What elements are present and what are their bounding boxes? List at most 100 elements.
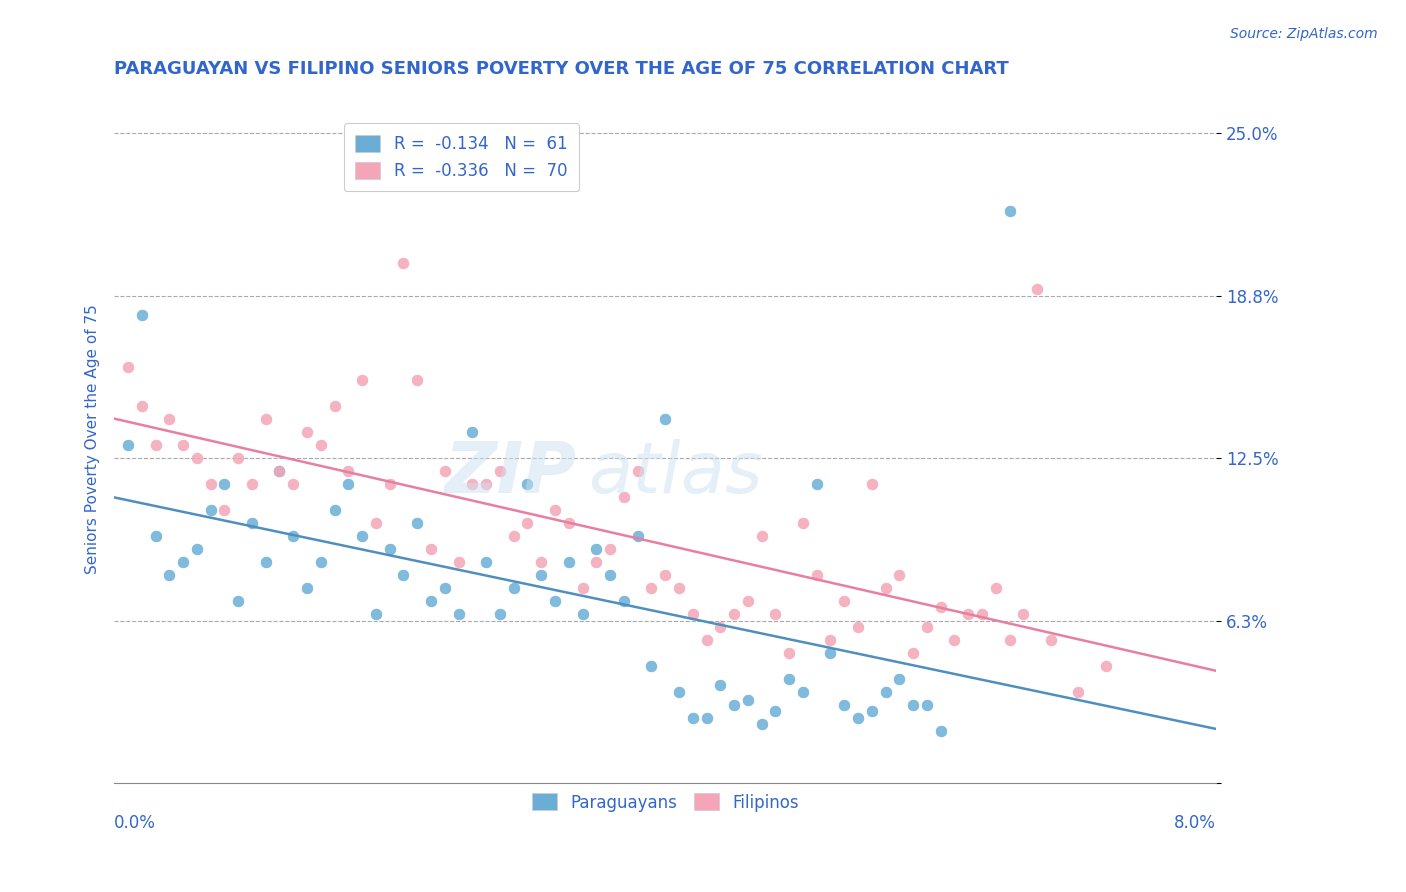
Point (846, 620, 869, 634)
Point (420, 594, 443, 608)
Point (695, 633, 717, 648)
Point (709, 620, 731, 634)
Point (682, 607, 704, 622)
Point (172, 555, 194, 569)
Point (889, 568, 911, 582)
Point (613, 594, 636, 608)
Point (737, 594, 759, 608)
Point (392, 256, 415, 270)
Point (599, 568, 621, 582)
Point (516, 477, 538, 491)
Point (240, 477, 263, 491)
Point (806, 568, 828, 582)
Point (763, 704, 786, 718)
Point (984, 582, 1007, 596)
Point (723, 607, 745, 622)
Point (352, 529, 374, 543)
Point (860, 704, 883, 718)
Point (145, 438, 167, 452)
Point (751, 716, 773, 731)
Point (915, 698, 938, 713)
Point (461, 477, 484, 491)
Point (929, 724, 952, 739)
Point (889, 673, 911, 687)
Point (117, 360, 139, 375)
Point (613, 491, 636, 505)
Point (461, 425, 484, 440)
Point (599, 542, 621, 557)
Point (860, 477, 883, 491)
Point (489, 607, 512, 622)
Point (763, 607, 786, 622)
Point (200, 503, 222, 517)
Y-axis label: Seniors Poverty Over the Age of 75: Seniors Poverty Over the Age of 75 (86, 304, 100, 574)
Point (254, 412, 277, 426)
Point (295, 582, 318, 596)
Point (668, 685, 690, 699)
Point (901, 698, 924, 713)
Point (929, 599, 952, 614)
Point (309, 555, 332, 569)
Point (558, 516, 581, 531)
Point (186, 542, 208, 557)
Point (254, 555, 277, 569)
Point (226, 594, 249, 608)
Point (200, 477, 222, 491)
Text: 0.0%: 0.0% (114, 814, 156, 832)
Point (240, 516, 263, 531)
Point (489, 464, 512, 478)
Point (723, 698, 745, 713)
Point (571, 582, 593, 596)
Point (640, 582, 662, 596)
Point (1039, 633, 1062, 648)
Point (668, 582, 690, 596)
Text: atlas: atlas (588, 439, 762, 508)
Point (172, 438, 194, 452)
Point (571, 607, 593, 622)
Point (695, 711, 717, 725)
Point (323, 503, 346, 517)
Point (214, 503, 236, 517)
Text: ZIP: ZIP (444, 439, 576, 508)
Point (1067, 685, 1090, 699)
Point (406, 516, 429, 531)
Point (627, 529, 650, 543)
Point (846, 711, 869, 725)
Point (558, 555, 581, 569)
Point (186, 451, 208, 466)
Point (530, 555, 553, 569)
Point (875, 582, 897, 596)
Point (337, 464, 360, 478)
Point (640, 659, 662, 673)
Point (378, 477, 401, 491)
Point (433, 464, 456, 478)
Point (502, 529, 524, 543)
Point (832, 698, 855, 713)
Text: Source: ZipAtlas.com: Source: ZipAtlas.com (1230, 27, 1378, 41)
Point (145, 529, 167, 543)
Point (447, 607, 470, 622)
Point (778, 646, 800, 660)
Point (269, 464, 291, 478)
Point (778, 673, 800, 687)
Point (998, 633, 1021, 648)
Point (131, 400, 153, 414)
Point (516, 516, 538, 531)
Point (654, 568, 676, 582)
Point (364, 516, 387, 531)
Point (530, 568, 553, 582)
Point (820, 633, 842, 648)
Point (627, 464, 650, 478)
Point (875, 685, 897, 699)
Point (585, 555, 607, 569)
Point (682, 711, 704, 725)
Point (214, 477, 236, 491)
Point (806, 477, 828, 491)
Point (820, 646, 842, 660)
Text: PARAGUAYAN VS FILIPINO SENIORS POVERTY OVER THE AGE OF 75 CORRELATION CHART: PARAGUAYAN VS FILIPINO SENIORS POVERTY O… (114, 60, 1010, 78)
Point (544, 503, 567, 517)
Point (475, 477, 498, 491)
Point (117, 438, 139, 452)
Point (269, 464, 291, 478)
Point (337, 477, 360, 491)
